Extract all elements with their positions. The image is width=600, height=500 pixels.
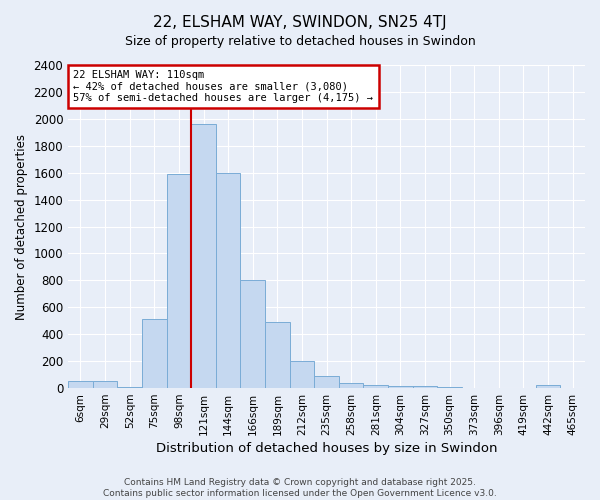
Bar: [142, 320, 167, 388]
Text: 22, ELSHAM WAY, SWINDON, SN25 4TJ: 22, ELSHAM WAY, SWINDON, SN25 4TJ: [153, 15, 447, 30]
Text: 22 ELSHAM WAY: 110sqm
← 42% of detached houses are smaller (3,080)
57% of semi-d: 22 ELSHAM WAY: 110sqm ← 42% of detached …: [73, 70, 373, 103]
X-axis label: Distribution of detached houses by size in Swindon: Distribution of detached houses by size …: [156, 442, 497, 455]
Bar: [290, 361, 314, 388]
Bar: [388, 386, 413, 388]
Text: Size of property relative to detached houses in Swindon: Size of property relative to detached ho…: [125, 35, 475, 48]
Bar: [68, 380, 93, 388]
Bar: [167, 174, 191, 388]
Bar: [241, 280, 265, 388]
Bar: [93, 380, 118, 388]
Bar: [216, 172, 241, 388]
Bar: [364, 384, 388, 388]
Text: Contains HM Land Registry data © Crown copyright and database right 2025.
Contai: Contains HM Land Registry data © Crown c…: [103, 478, 497, 498]
Bar: [339, 382, 364, 388]
Bar: [265, 322, 290, 388]
Bar: [413, 386, 437, 388]
Bar: [191, 124, 216, 388]
Y-axis label: Number of detached properties: Number of detached properties: [15, 134, 28, 320]
Bar: [314, 376, 339, 388]
Bar: [536, 386, 560, 388]
